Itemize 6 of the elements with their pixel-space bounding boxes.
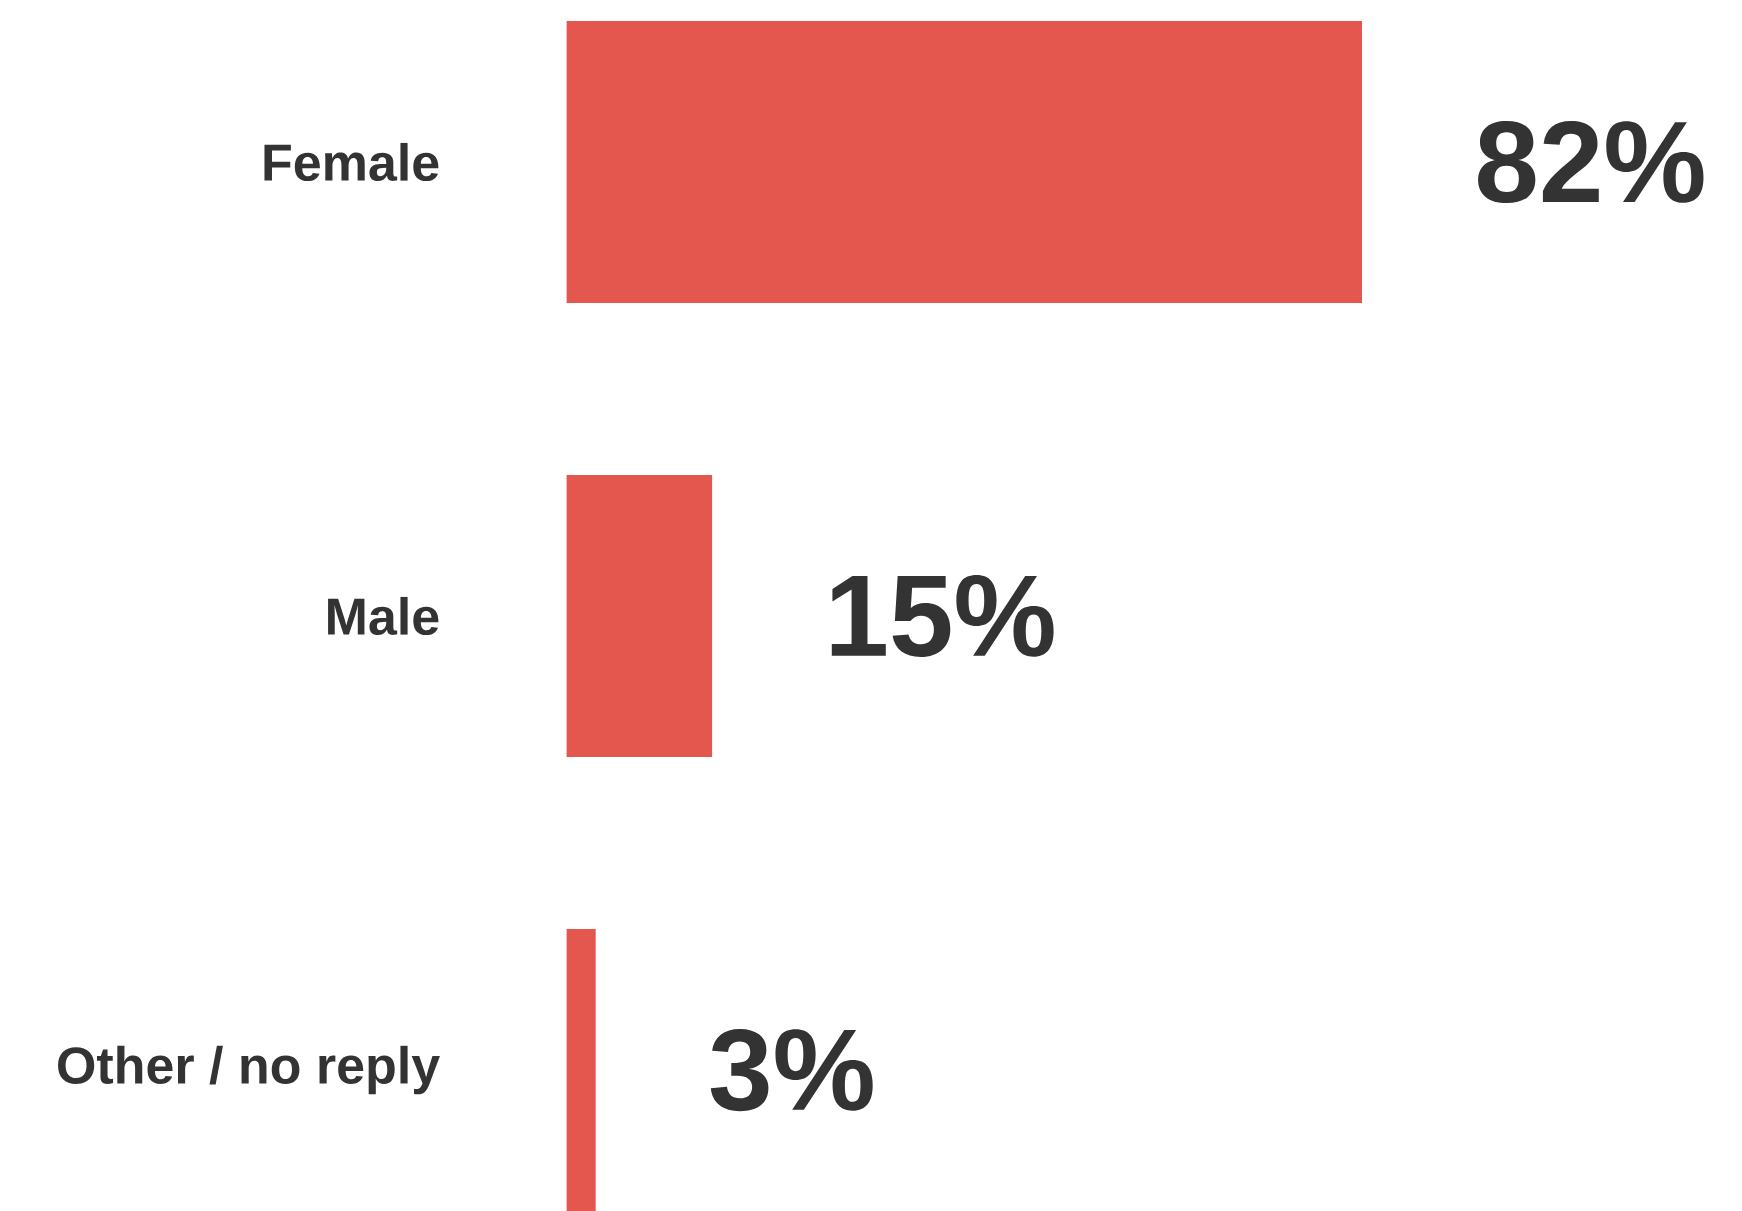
data-label: 15% bbox=[831, 575, 1054, 657]
y-tick-label: Male bbox=[328, 596, 439, 636]
y-tick-label: Female bbox=[264, 142, 439, 182]
data-label: 3% bbox=[710, 1028, 873, 1112]
data-label: 82% bbox=[1478, 120, 1704, 204]
y-tick-label: Other / no reply bbox=[58, 1045, 440, 1095]
